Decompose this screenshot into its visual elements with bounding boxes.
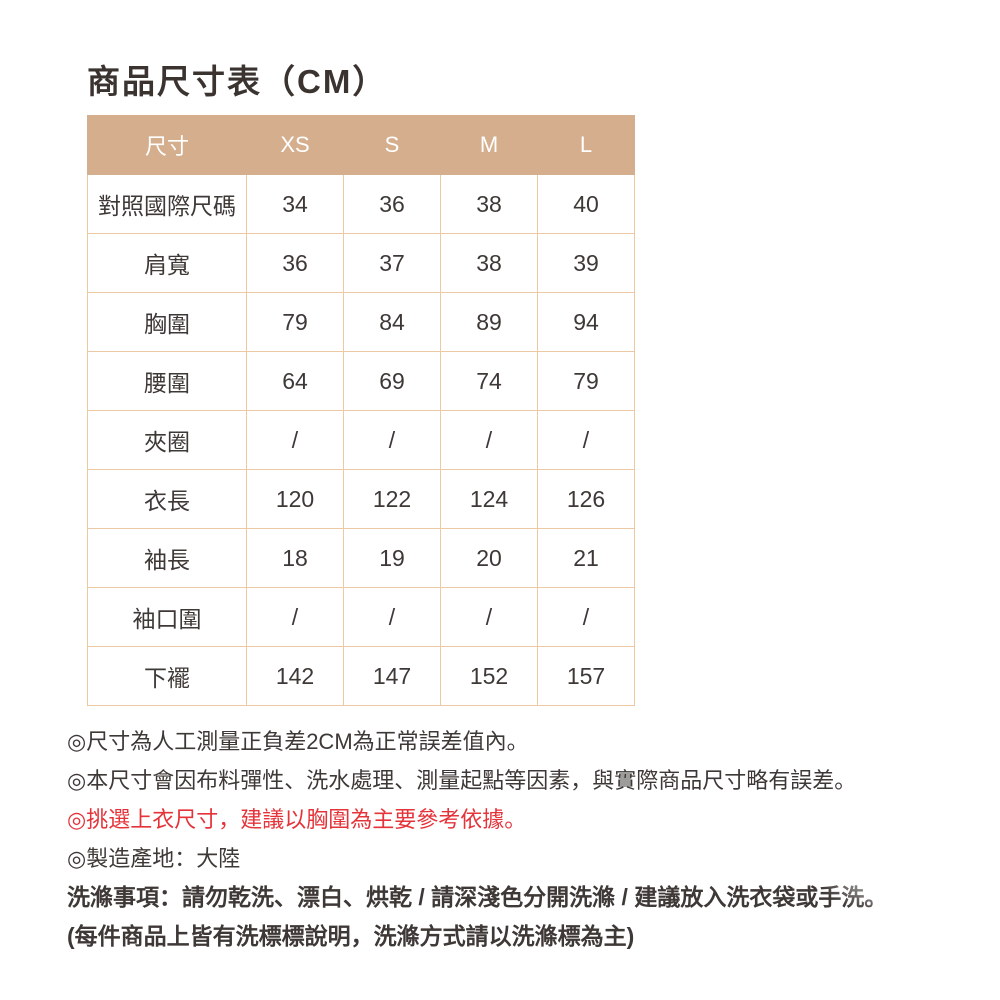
cell-value: 37 xyxy=(343,233,441,293)
cell-value: 89 xyxy=(440,292,538,352)
page-title: 商品尺寸表（CM） xyxy=(87,63,388,100)
care-instructions-line: 洗滌事項：請勿乾洗、漂白、烘乾 / 請深淺色分開洗滌 / 建議放入洗衣袋或手洗。 xyxy=(67,884,888,910)
cell-value: / xyxy=(537,587,635,647)
cell-value: 36 xyxy=(343,174,441,234)
header-cell-xs: XS xyxy=(246,115,344,175)
cell-value: 126 xyxy=(537,469,635,529)
row-label: 腰圍 xyxy=(87,351,247,411)
table-row-armhole: 夾圈 / / / / xyxy=(87,410,635,470)
cell-value: 152 xyxy=(440,646,538,706)
table-row-shoulder: 肩寬 36 37 38 39 xyxy=(87,233,635,293)
cell-value: / xyxy=(343,410,441,470)
note-measure-tolerance: ◎尺寸為人工測量正負差2CM為正常誤差值內。 xyxy=(67,729,529,754)
table-row-sleeve-length: 袖長 18 19 20 21 xyxy=(87,528,635,588)
care-label-note-line: (每件商品上皆有洗標標說明，洗滌方式請以洗滌標為主) xyxy=(67,923,635,949)
cell-value: 34 xyxy=(246,174,344,234)
cell-value: 39 xyxy=(537,233,635,293)
table-row-waist: 腰圍 64 69 74 79 xyxy=(87,351,635,411)
cell-value: 94 xyxy=(537,292,635,352)
row-label: 衣長 xyxy=(87,469,247,529)
row-label: 夾圈 xyxy=(87,410,247,470)
cell-value: 157 xyxy=(537,646,635,706)
cell-value: 79 xyxy=(537,351,635,411)
cell-value: 74 xyxy=(440,351,538,411)
cell-value: 64 xyxy=(246,351,344,411)
cell-value: / xyxy=(343,587,441,647)
cell-value: 21 xyxy=(537,528,635,588)
cell-value: 38 xyxy=(440,233,538,293)
table-row-cuff: 袖口圍 / / / / xyxy=(87,587,635,647)
cell-value: 122 xyxy=(343,469,441,529)
row-label: 胸圍 xyxy=(87,292,247,352)
size-table-header-row: 尺寸 XS S M L xyxy=(87,115,635,175)
table-row-intl-size: 對照國際尺碼 34 36 38 40 xyxy=(87,174,635,234)
table-row-length: 衣長 120 122 124 126 xyxy=(87,469,635,529)
row-label: 袖長 xyxy=(87,528,247,588)
header-cell-l: L xyxy=(537,115,635,175)
row-label: 對照國際尺碼 xyxy=(87,174,247,234)
row-label: 下襬 xyxy=(87,646,247,706)
cell-value: 38 xyxy=(440,174,538,234)
row-label: 袖口圍 xyxy=(87,587,247,647)
cell-value: / xyxy=(246,410,344,470)
size-table: 尺寸 XS S M L 對照國際尺碼 34 36 38 40 肩寬 36 37 … xyxy=(87,115,635,706)
cell-value: 124 xyxy=(440,469,538,529)
cell-value: 142 xyxy=(246,646,344,706)
cell-value: / xyxy=(440,410,538,470)
cell-value: 79 xyxy=(246,292,344,352)
cell-value: / xyxy=(440,587,538,647)
row-label: 肩寬 xyxy=(87,233,247,293)
table-row-bust: 胸圍 79 84 89 94 xyxy=(87,292,635,352)
cell-value: 69 xyxy=(343,351,441,411)
note-origin: ◎製造產地：大陸 xyxy=(67,846,241,871)
header-cell-m: M xyxy=(440,115,538,175)
cell-value: 18 xyxy=(246,528,344,588)
cell-value: 40 xyxy=(537,174,635,234)
cell-value: 36 xyxy=(246,233,344,293)
table-row-hem: 下襬 142 147 152 157 xyxy=(87,646,635,706)
cell-value: 120 xyxy=(246,469,344,529)
note-fabric-variance: ◎本尺寸會因布料彈性、洗水處理、測量起點等因素，與實際商品尺寸略有誤差。 xyxy=(67,768,857,793)
cell-value: 19 xyxy=(343,528,441,588)
note-chest-reference: ◎挑選上衣尺寸，建議以胸圍為主要參考依據。 xyxy=(67,807,527,832)
notes-section: ◎尺寸為人工測量正負差2CM為正常誤差值內。 ◎本尺寸會因布料彈性、洗水處理、測… xyxy=(67,722,887,956)
header-cell-size-label: 尺寸 xyxy=(87,115,247,175)
cell-value: 84 xyxy=(343,292,441,352)
cell-value: 147 xyxy=(343,646,441,706)
cell-value: / xyxy=(246,587,344,647)
header-cell-s: S xyxy=(343,115,441,175)
cell-value: 20 xyxy=(440,528,538,588)
cell-value: / xyxy=(537,410,635,470)
